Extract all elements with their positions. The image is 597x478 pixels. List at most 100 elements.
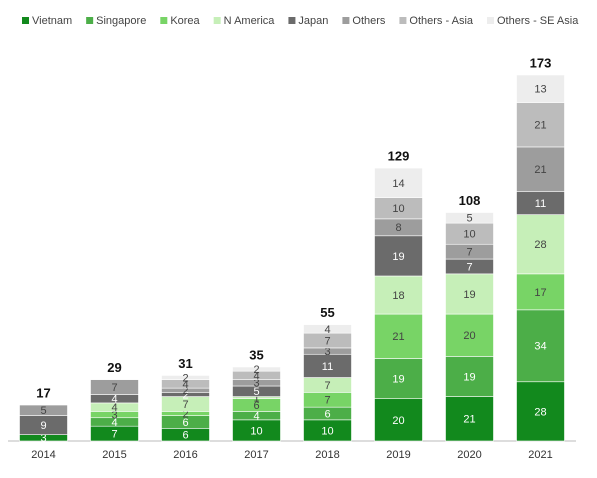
legend-swatch: [487, 17, 494, 24]
segment-label: 2: [182, 389, 188, 401]
segment-label: 21: [534, 164, 546, 176]
segment-label: 2: [182, 372, 188, 384]
segment-label: 19: [392, 251, 404, 263]
segment-label: 10: [321, 425, 333, 437]
segment-label: 21: [463, 414, 475, 426]
bar-segment: [445, 396, 494, 442]
legend-label: N America: [224, 15, 276, 27]
segment-label: 4: [253, 370, 259, 382]
x-tick-label: 2016: [173, 449, 197, 461]
segment-label: 3: [253, 378, 259, 390]
segment-label: 3: [40, 433, 46, 445]
x-tick-label: 2021: [528, 449, 552, 461]
bar-segment: [374, 313, 423, 359]
x-tick-label: 2020: [457, 449, 481, 461]
bar-segment: [374, 358, 423, 399]
segment-label: 13: [534, 84, 546, 96]
bar-segment: [161, 375, 210, 380]
segment-label: 6: [182, 430, 188, 442]
segment-label: 3: [111, 409, 117, 421]
segment-label: 11: [535, 198, 546, 210]
bar-segment: [516, 309, 565, 383]
x-tick-label: 2014: [31, 449, 55, 461]
segment-label: 14: [392, 178, 404, 190]
x-tick-label: 2019: [386, 449, 410, 461]
segment-label: 4: [182, 379, 188, 391]
segment-label: 21: [392, 331, 404, 343]
x-tick-label: 2015: [102, 449, 126, 461]
segment-label: 4: [111, 417, 117, 429]
segment-label: 17: [534, 287, 546, 299]
total-label: 29: [107, 360, 121, 375]
bar-segment: [303, 324, 352, 334]
segment-label: 7: [182, 399, 188, 411]
segment-label: 10: [463, 229, 475, 241]
segment-label: 7: [324, 335, 330, 347]
segment-label: 6: [324, 408, 330, 420]
segment-label: 19: [463, 289, 475, 301]
segment-label: 19: [463, 371, 475, 383]
total-label: 55: [320, 305, 334, 320]
bar-segment: [374, 235, 423, 277]
segment-label: 4: [324, 324, 330, 336]
legend-label: Vietnam: [32, 15, 72, 27]
total-label: 129: [388, 149, 410, 164]
segment-label: 5: [466, 213, 472, 225]
segment-label: 18: [392, 290, 404, 302]
bar-segment: [445, 356, 494, 397]
segment-label: 34: [534, 341, 546, 353]
bar-segment: [516, 214, 565, 275]
legend-swatch: [342, 17, 350, 24]
segment-label: 20: [392, 415, 404, 427]
legend-label: Singapore: [96, 15, 146, 27]
segment-label: 19: [392, 373, 404, 385]
segment-label: 7: [324, 380, 330, 392]
bar-segment: [445, 313, 494, 357]
segment-label: 7: [466, 261, 472, 273]
segment-label: 7: [324, 395, 330, 407]
segment-label: 21: [534, 120, 546, 132]
segment-label: 28: [534, 406, 546, 418]
bar-segment: [516, 273, 565, 311]
segment-label: 4: [111, 402, 117, 414]
legend-label: Others - SE Asia: [497, 15, 579, 27]
legend-label: Korea: [170, 15, 200, 27]
segment-label: 4: [253, 411, 259, 423]
segment-label: 10: [250, 425, 262, 437]
bar-segment: [374, 275, 423, 315]
segment-label: 6: [182, 417, 188, 429]
segment-label: 7: [466, 247, 472, 259]
segment-label: 10: [392, 203, 404, 215]
legend-swatch: [399, 17, 407, 24]
segment-label: 9: [40, 420, 46, 432]
segment-label: 2: [182, 385, 188, 397]
segment-label: 28: [534, 239, 546, 251]
legend-swatch: [213, 17, 221, 24]
segment-label: 1: [253, 393, 259, 405]
bar-segment: [90, 379, 139, 395]
bar-segment: [516, 146, 565, 192]
legend-label: Japan: [298, 15, 328, 27]
x-tick-label: 2017: [244, 449, 268, 461]
bar-segment: [516, 74, 565, 103]
segment-label: 11: [322, 361, 333, 373]
total-label: 108: [459, 193, 481, 208]
segment-label: 2: [253, 364, 259, 376]
segment-label: 20: [463, 330, 475, 342]
total-label: 173: [530, 55, 552, 70]
legend-swatch: [160, 17, 168, 24]
segment-label: 3: [324, 346, 330, 358]
legend-swatch: [86, 17, 94, 24]
segment-label: 2: [182, 408, 188, 420]
segment-label: 4: [111, 394, 117, 406]
total-label: 31: [178, 356, 192, 371]
bar-segment: [374, 398, 423, 442]
total-label: 17: [36, 385, 50, 400]
segment-label: 8: [395, 222, 401, 234]
x-tick-label: 2018: [315, 449, 339, 461]
segment-label: 5: [253, 386, 259, 398]
bar-segment: [445, 212, 494, 224]
bar-segment: [374, 167, 423, 199]
segment-label: 7: [111, 429, 117, 441]
